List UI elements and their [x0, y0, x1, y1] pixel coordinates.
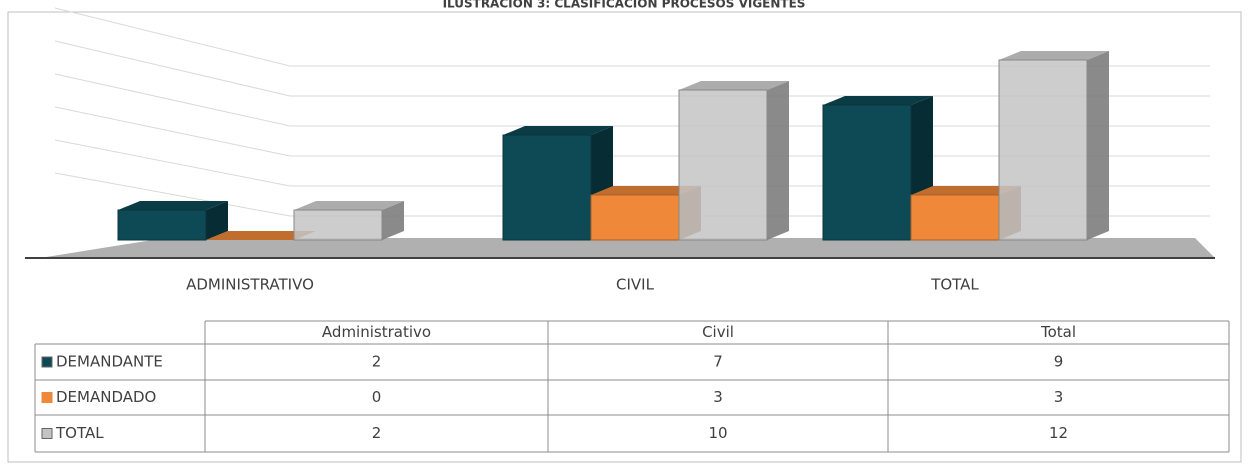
bar-top: [911, 186, 1021, 195]
bar: [502, 134, 592, 241]
legend-key: [41, 392, 53, 403]
bar-top: [999, 51, 1109, 60]
table-value: 10: [708, 424, 727, 442]
table-value: 3: [1054, 388, 1064, 406]
table-value: 12: [1049, 424, 1068, 442]
table-value: 3: [713, 388, 723, 406]
bar-side: [1087, 51, 1109, 240]
bar: [117, 209, 207, 241]
legend-label: DEMANDADO: [56, 388, 156, 406]
grid-line: [54, 7, 1210, 67]
bar-top: [823, 96, 933, 105]
bar-top: [118, 201, 228, 210]
legend-label: DEMANDANTE: [56, 353, 163, 371]
x-tick-label: CIVIL: [616, 276, 655, 294]
table-value: 2: [372, 353, 382, 371]
table-value: 0: [372, 388, 382, 406]
x-tick-label: TOTAL: [930, 276, 979, 294]
bar: [910, 194, 1000, 241]
bar-side: [206, 201, 228, 240]
bar-top: [591, 186, 701, 195]
bar-top: [503, 126, 613, 135]
legend-key: [41, 428, 53, 439]
table-value: 7: [713, 353, 723, 371]
bar-top: [206, 231, 316, 240]
legend-key: [41, 356, 53, 368]
table-value: 2: [372, 424, 382, 442]
bar: [822, 104, 912, 241]
bar: [590, 194, 680, 241]
bar-side: [767, 81, 789, 240]
bar: [293, 209, 383, 241]
bar-side: [382, 201, 404, 240]
table-header: Administrativo: [322, 323, 431, 341]
legend-label: TOTAL: [55, 424, 104, 442]
bar: [678, 89, 768, 241]
bar-top: [294, 201, 404, 210]
bar-top: [679, 81, 789, 90]
floor: [40, 238, 1215, 258]
table-header: Civil: [702, 323, 734, 341]
chart-title: ILUSTRACIÓN 3: CLASIFICACIÓN PROCESOS VI…: [443, 0, 806, 11]
bar: [998, 59, 1088, 241]
x-tick-label: ADMINISTRATIVO: [186, 276, 314, 294]
table-value: 9: [1054, 353, 1064, 371]
table-header: Total: [1040, 323, 1076, 341]
